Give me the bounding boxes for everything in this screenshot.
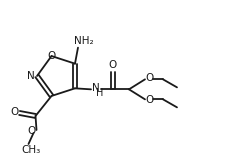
Text: N: N [92,83,99,93]
Text: H: H [96,88,103,98]
Text: O: O [10,107,19,117]
Text: O: O [108,60,117,70]
Text: CH₃: CH₃ [21,145,40,155]
Text: O: O [47,51,55,61]
Text: O: O [27,126,35,136]
Text: O: O [145,95,153,105]
Text: NH₂: NH₂ [74,36,93,46]
Text: N: N [27,71,35,81]
Text: O: O [145,73,153,83]
